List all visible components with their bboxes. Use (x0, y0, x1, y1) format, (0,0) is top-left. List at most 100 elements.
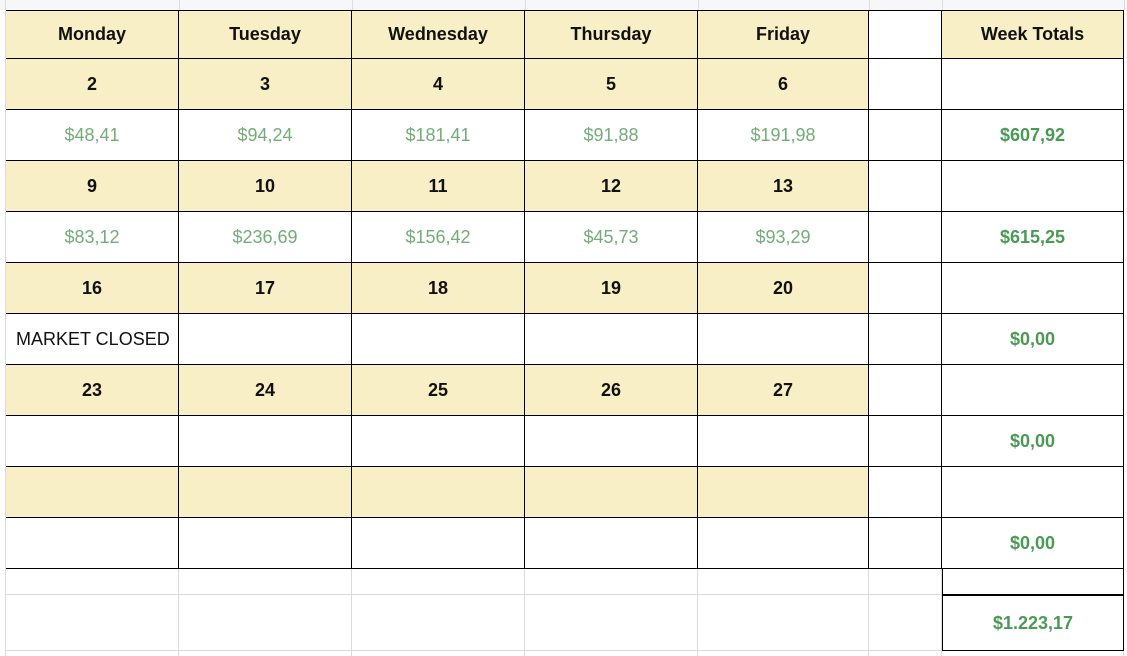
date-cell[interactable]: 17 (179, 263, 352, 314)
header-cell-friday[interactable]: Friday (698, 10, 869, 59)
date-cell[interactable]: 5 (525, 59, 698, 110)
sales-value-cell[interactable] (698, 314, 869, 365)
week-total-cell[interactable]: $607,92 (942, 110, 1124, 161)
sales-value-cell[interactable] (352, 314, 525, 365)
empty-cell[interactable] (525, 651, 698, 656)
empty-cell[interactable] (525, 569, 698, 595)
sales-value-cell[interactable]: $45,73 (525, 212, 698, 263)
empty-cell[interactable] (869, 595, 942, 651)
header-cell-monday[interactable]: Monday (6, 10, 179, 59)
sales-value-cell[interactable]: $191,98 (698, 110, 869, 161)
date-cell[interactable]: 26 (525, 365, 698, 416)
date-cell[interactable]: 9 (6, 161, 179, 212)
empty-cell[interactable] (698, 595, 869, 651)
blank-spacer-cell[interactable] (869, 161, 942, 212)
empty-cell[interactable] (6, 595, 179, 651)
sales-value-cell[interactable]: $181,41 (352, 110, 525, 161)
date-cell[interactable]: 13 (698, 161, 869, 212)
empty-cell[interactable] (942, 467, 1124, 518)
empty-cell[interactable] (942, 365, 1124, 416)
empty-cell[interactable] (179, 595, 352, 651)
date-cell[interactable]: 3 (179, 59, 352, 110)
date-cell[interactable] (179, 467, 352, 518)
date-cell[interactable]: 18 (352, 263, 525, 314)
date-cell[interactable] (352, 467, 525, 518)
empty-cell[interactable] (698, 569, 869, 595)
header-cell-wednesday[interactable]: Wednesday (352, 10, 525, 59)
sales-value-cell[interactable]: $83,12 (6, 212, 179, 263)
sales-value-cell[interactable] (525, 314, 698, 365)
sales-value-cell[interactable] (352, 518, 525, 569)
blank-spacer-cell[interactable] (869, 467, 942, 518)
empty-cell[interactable] (525, 595, 698, 651)
date-cell[interactable]: 11 (352, 161, 525, 212)
gridline (698, 0, 699, 10)
date-cell[interactable]: 27 (698, 365, 869, 416)
header-cell-tuesday[interactable]: Tuesday (179, 10, 352, 59)
empty-cell[interactable] (942, 569, 1124, 595)
date-cell[interactable]: 24 (179, 365, 352, 416)
date-cell[interactable]: 6 (698, 59, 869, 110)
blank-spacer-cell[interactable] (869, 10, 942, 59)
date-cell[interactable] (6, 467, 179, 518)
sales-value-cell[interactable] (698, 416, 869, 467)
blank-spacer-cell[interactable] (869, 518, 942, 569)
empty-cell[interactable] (352, 569, 525, 595)
sales-value-cell[interactable]: $93,29 (698, 212, 869, 263)
blank-spacer-cell[interactable] (869, 314, 942, 365)
date-cell[interactable]: 19 (525, 263, 698, 314)
date-cell[interactable]: 2 (6, 59, 179, 110)
sales-value-cell[interactable] (179, 416, 352, 467)
sales-value-cell[interactable] (525, 416, 698, 467)
empty-cell[interactable] (698, 651, 869, 656)
sales-value-cell[interactable] (179, 518, 352, 569)
empty-cell[interactable] (942, 263, 1124, 314)
empty-cell[interactable] (352, 651, 525, 656)
sales-value-cell[interactable] (179, 314, 352, 365)
sales-value-cell[interactable] (698, 518, 869, 569)
empty-cell[interactable] (869, 569, 942, 595)
empty-cell[interactable] (942, 651, 1124, 656)
date-cell[interactable] (525, 467, 698, 518)
week-total-cell[interactable]: $0,00 (942, 314, 1124, 365)
empty-cell[interactable] (6, 569, 179, 595)
empty-cell[interactable] (6, 651, 179, 656)
sales-value-cell[interactable]: $156,42 (352, 212, 525, 263)
date-cell[interactable]: 4 (352, 59, 525, 110)
grand-total-cell[interactable]: $1.223,17 (942, 595, 1124, 651)
week-total-cell[interactable]: $0,00 (942, 518, 1124, 569)
empty-cell[interactable] (942, 161, 1124, 212)
date-cell[interactable]: 12 (525, 161, 698, 212)
week-total-cell[interactable]: $0,00 (942, 416, 1124, 467)
sales-value-cell[interactable] (352, 416, 525, 467)
sales-value-cell[interactable]: $236,69 (179, 212, 352, 263)
blank-spacer-cell[interactable] (869, 263, 942, 314)
date-cell[interactable]: 20 (698, 263, 869, 314)
date-cell[interactable]: 16 (6, 263, 179, 314)
market-closed-cell[interactable]: MARKET CLOSED (6, 314, 179, 365)
date-cell[interactable]: 10 (179, 161, 352, 212)
empty-cell[interactable] (179, 569, 352, 595)
empty-cell[interactable] (869, 651, 942, 656)
week-total-cell[interactable]: $615,25 (942, 212, 1124, 263)
empty-cell[interactable] (942, 59, 1124, 110)
sales-value-cell[interactable]: $94,24 (179, 110, 352, 161)
sales-value-cell[interactable]: $91,88 (525, 110, 698, 161)
header-cell-thursday[interactable]: Thursday (525, 10, 698, 59)
blank-spacer-cell[interactable] (869, 110, 942, 161)
sales-value-cell[interactable] (6, 518, 179, 569)
blank-spacer-cell[interactable] (869, 365, 942, 416)
sales-value-cell[interactable] (6, 416, 179, 467)
empty-cell[interactable] (179, 651, 352, 656)
date-cell[interactable]: 23 (6, 365, 179, 416)
sales-value-cell[interactable]: $48,41 (6, 110, 179, 161)
blank-spacer-cell[interactable] (869, 416, 942, 467)
date-cell[interactable] (698, 467, 869, 518)
blank-spacer-cell[interactable] (869, 212, 942, 263)
date-cell[interactable]: 25 (352, 365, 525, 416)
week-totals-header-cell[interactable]: Week Totals (942, 10, 1124, 59)
empty-cell[interactable] (352, 595, 525, 651)
sales-value-cell[interactable] (525, 518, 698, 569)
blank-spacer-cell[interactable] (869, 59, 942, 110)
